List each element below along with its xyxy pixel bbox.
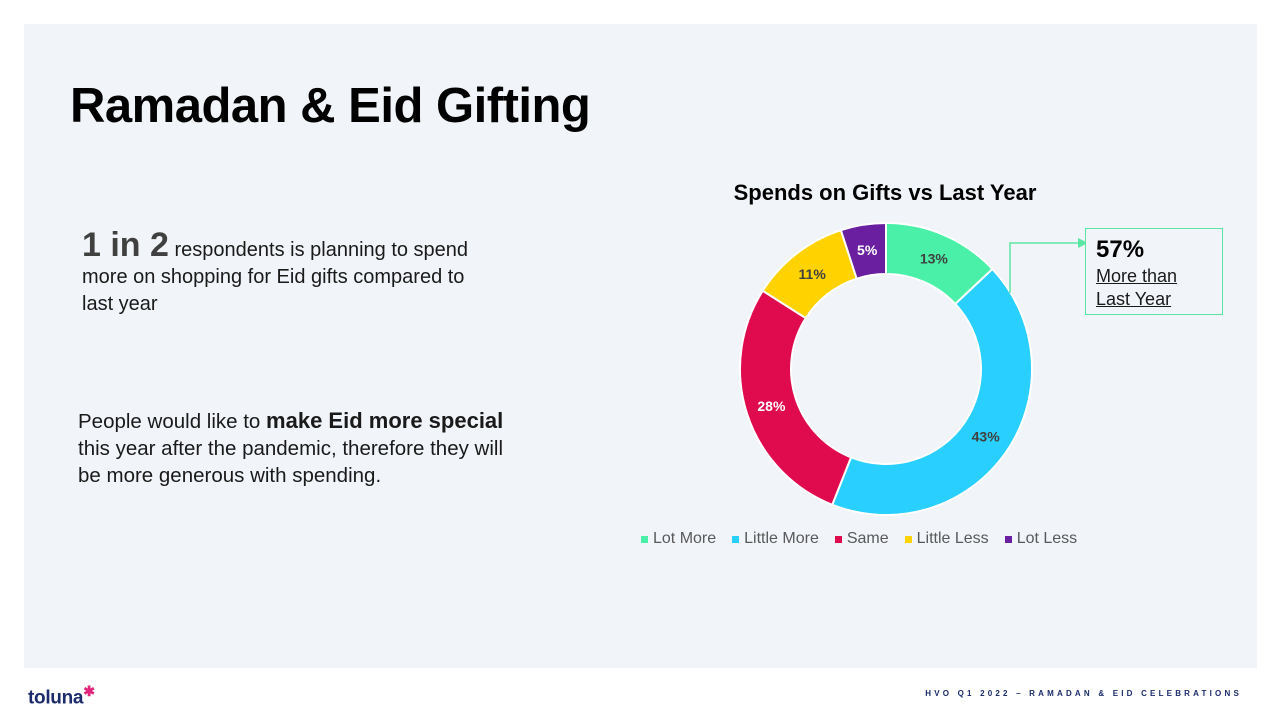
legend-label: Same bbox=[846, 530, 889, 547]
chart-title: Spends on Gifts vs Last Year bbox=[733, 180, 1037, 205]
stat-highlight: 1 in 2 bbox=[82, 226, 169, 264]
legend-swatch bbox=[641, 535, 648, 543]
donut-slice-little-more bbox=[830, 267, 1033, 516]
insight-text-post: this year after the pandemic, therefore … bbox=[78, 437, 504, 487]
page-title: Ramadan & Eid Gifting bbox=[70, 79, 591, 133]
callout-connector-line bbox=[1009, 242, 1080, 293]
logo-text: toluna bbox=[28, 687, 84, 709]
footer-text: HVO Q1 2022 – RAMADAN & EID CELEBRATIONS bbox=[925, 689, 1242, 698]
legend-item-little-more: Little More bbox=[732, 530, 819, 548]
legend-swatch bbox=[1004, 535, 1012, 543]
insight-text-pre: People would like to bbox=[78, 410, 267, 433]
legend-label: Little Less bbox=[916, 530, 989, 547]
legend-label: Little More bbox=[744, 530, 819, 547]
logo-star-icon: ✱ bbox=[83, 683, 95, 699]
stat-text: respondents is planning to spend more on… bbox=[82, 239, 469, 315]
legend-swatch bbox=[732, 535, 740, 543]
donut-slice-lot-less bbox=[839, 221, 887, 280]
legend-label: Lot Less bbox=[1016, 530, 1078, 547]
callout-value: 57% bbox=[1096, 236, 1145, 263]
data-label-lot-more: 13% bbox=[920, 250, 949, 266]
legend-item-little-less: Little Less bbox=[904, 530, 989, 548]
data-label-same: 28% bbox=[757, 398, 786, 414]
callout-arrow-icon bbox=[1078, 238, 1088, 248]
callout-label: More than Last Year bbox=[1096, 266, 1178, 309]
callout-box: 57% More than Last Year bbox=[1085, 228, 1223, 315]
data-label-little-more: 43% bbox=[972, 429, 1001, 445]
toluna-logo: toluna✱ bbox=[28, 683, 95, 709]
legend-item-lot-more: Lot More bbox=[641, 530, 716, 548]
legend-item-same: Same bbox=[834, 530, 889, 548]
legend-swatch bbox=[904, 535, 912, 543]
content-panel bbox=[24, 24, 1257, 668]
donut-slice-same bbox=[739, 289, 853, 507]
chart-legend: Lot More Little More Same Little Less Lot Le… bbox=[641, 530, 1093, 548]
legend-swatch bbox=[834, 535, 842, 543]
insight-block: People would like to make Eid more speci… bbox=[78, 407, 518, 489]
stat-block: 1 in 2 respondents is planning to spend … bbox=[82, 228, 482, 318]
legend-label: Lot More bbox=[653, 530, 717, 547]
legend-item-lot-less: Lot Less bbox=[1004, 530, 1078, 548]
insight-text-bold: make Eid more special bbox=[266, 408, 504, 433]
data-label-lot-less: 5% bbox=[857, 242, 878, 258]
data-label-little-less: 11% bbox=[799, 266, 827, 282]
